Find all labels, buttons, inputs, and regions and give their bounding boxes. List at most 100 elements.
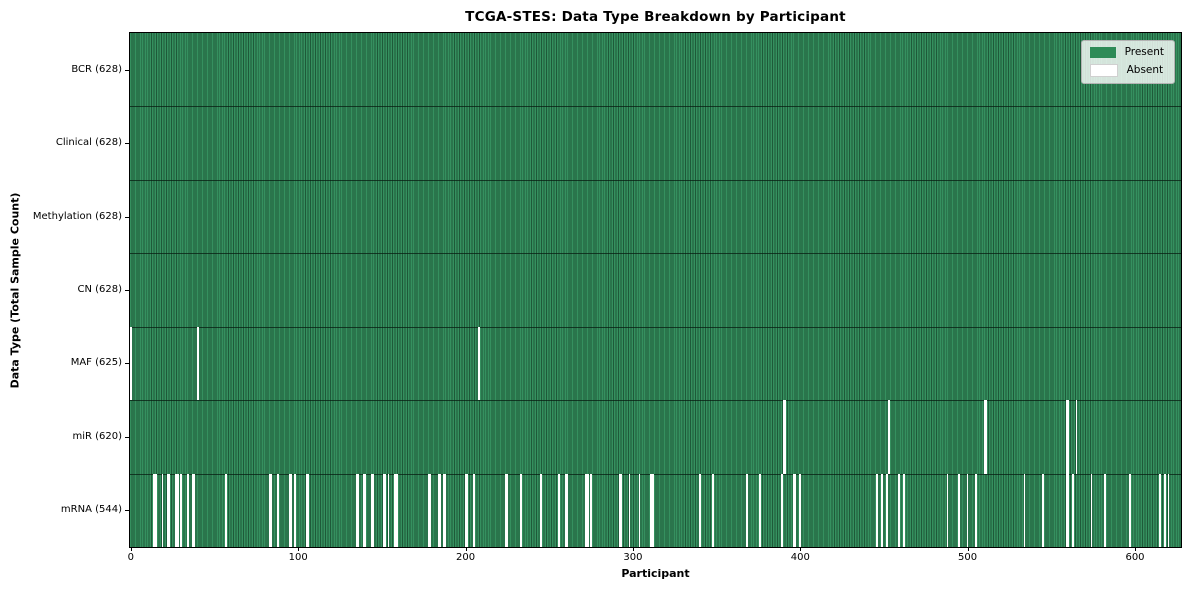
absent-mark: [781, 473, 783, 547]
absent-mark: [946, 473, 949, 547]
absent-mark: [382, 473, 385, 547]
absent-mark: [191, 473, 194, 547]
absent-mark: [504, 473, 507, 547]
legend-item-present: Present: [1089, 46, 1164, 58]
absent-mark: [958, 473, 961, 547]
row-band-clinical: [130, 106, 1181, 180]
absent-mark: [196, 326, 199, 401]
row-band-bcr: [130, 33, 1181, 107]
ytick-mark: [125, 216, 129, 218]
absent-mark: [1067, 473, 1069, 547]
absent-mark: [364, 473, 366, 547]
absent-mark: [357, 473, 360, 547]
absent-mark: [506, 473, 509, 547]
absent-mark: [370, 473, 373, 547]
xtick-label-0: 0: [127, 552, 134, 563]
absent-mark: [394, 473, 397, 547]
ytick-label-clinical: Clinical (628): [55, 137, 122, 149]
absent-mark: [268, 473, 271, 547]
absent-mark: [288, 473, 291, 547]
row-band-mrna: [130, 473, 1181, 547]
absent-mark: [1023, 473, 1026, 547]
absent-mark: [1167, 473, 1170, 547]
ytick-label-maf: MAF (625): [70, 357, 122, 369]
row-band-mir: [130, 400, 1181, 474]
xtick-label-300: 300: [623, 552, 643, 563]
absent-mark: [1067, 400, 1069, 474]
absent-mark: [650, 473, 653, 547]
ytick-label-mir: miR (620): [72, 430, 122, 442]
xtick-label-100: 100: [288, 552, 308, 563]
absent-mark: [888, 400, 890, 474]
xtick-label-200: 200: [456, 552, 476, 563]
row-band-maf: [130, 326, 1181, 401]
absent-mark: [277, 473, 279, 547]
absent-mark: [294, 473, 296, 547]
absent-mark: [176, 473, 179, 547]
absent-mark: [792, 473, 795, 547]
absent-mark: [225, 473, 228, 547]
x-axis-label: Participant: [621, 567, 690, 580]
xtick-label-500: 500: [958, 552, 978, 563]
absent-mark: [439, 473, 442, 547]
absent-mark: [372, 473, 375, 547]
absent-mark: [745, 473, 748, 547]
absent-mark: [898, 473, 900, 547]
row-separator: [130, 326, 1181, 328]
absent-mark: [396, 473, 398, 547]
absent-mark: [799, 473, 802, 547]
xtick-mark: [632, 547, 634, 551]
absent-mark: [362, 473, 365, 547]
absent-mark: [355, 473, 358, 547]
absent-mark: [638, 473, 641, 547]
absent-mark: [590, 473, 592, 547]
xtick-label-400: 400: [790, 552, 810, 563]
absent-mark: [565, 473, 567, 547]
legend-label-present: Present: [1124, 46, 1164, 58]
row-band-methylation: [130, 179, 1181, 254]
absent-mark: [585, 473, 587, 547]
ytick-mark: [125, 363, 129, 365]
xtick-label-600: 600: [1125, 552, 1145, 563]
absent-mark: [712, 473, 715, 547]
ytick-mark: [125, 510, 129, 512]
absent-mark: [305, 473, 308, 547]
absent-mark: [1164, 473, 1166, 547]
absent-mark: [437, 473, 440, 547]
absent-mark: [168, 473, 171, 547]
ytick-label-mrna: mRNA (544): [60, 504, 122, 516]
absent-mark: [384, 473, 387, 547]
absent-mark: [540, 473, 542, 547]
legend: Present Absent: [1080, 40, 1175, 84]
absent-mark: [519, 473, 522, 547]
absent-mark: [886, 473, 889, 547]
plot-area: Present Absent: [129, 32, 1182, 548]
row-separator: [130, 400, 1181, 402]
xtick-mark: [800, 547, 802, 551]
legend-item-absent: Absent: [1089, 64, 1164, 77]
absent-mark: [618, 473, 621, 547]
row-separator: [130, 473, 1181, 475]
absent-mark: [699, 473, 701, 547]
absent-mark: [180, 473, 182, 547]
absent-mark: [1159, 473, 1161, 547]
legend-swatch-present-icon: [1089, 47, 1116, 58]
xtick-mark: [465, 547, 467, 551]
absent-mark: [307, 473, 310, 547]
absent-mark: [1090, 473, 1093, 547]
absent-mark: [1065, 400, 1068, 474]
absent-mark: [782, 400, 785, 474]
xtick-mark: [130, 547, 132, 551]
absent-mark: [966, 473, 969, 547]
absent-mark: [1065, 473, 1068, 547]
legend-label-absent: Absent: [1126, 64, 1164, 76]
absent-mark: [444, 473, 447, 547]
ytick-mark: [125, 143, 129, 145]
ytick-label-methylation: Methylation (628): [32, 210, 122, 222]
absent-mark: [794, 473, 797, 547]
absent-mark: [193, 473, 196, 547]
absent-mark: [620, 473, 623, 547]
absent-mark: [161, 473, 164, 547]
row-band-cn: [130, 253, 1181, 327]
absent-mark: [130, 326, 132, 401]
